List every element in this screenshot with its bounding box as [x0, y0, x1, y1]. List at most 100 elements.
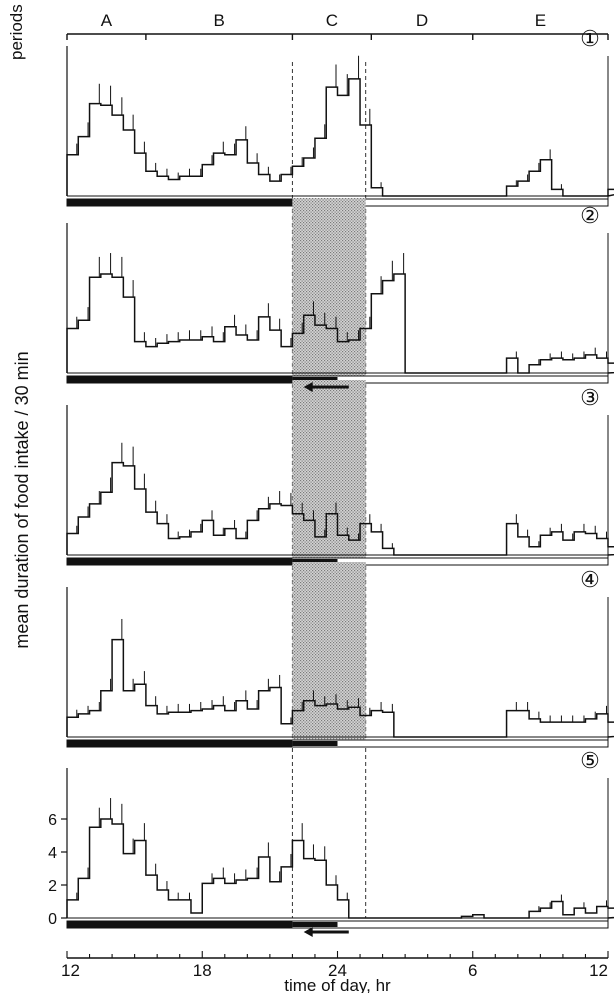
bin-bar [225, 155, 236, 196]
bin-bar [597, 906, 608, 918]
bin-bar [540, 535, 551, 555]
bin-bar [146, 347, 157, 373]
bin-bar [123, 130, 134, 196]
bin-bar [349, 540, 360, 555]
bin-bar [67, 328, 78, 373]
bin-bar [123, 466, 134, 555]
bin-bar [157, 524, 168, 555]
bin-bar [597, 714, 608, 737]
bin-bar [338, 535, 349, 555]
bin-bar [236, 335, 247, 373]
bin-bar [552, 358, 563, 373]
bin-bar [259, 509, 270, 555]
bin-bar [507, 186, 518, 196]
bin-bar [563, 540, 574, 555]
bin-bar [67, 155, 78, 196]
bin-bar [135, 684, 146, 737]
dark-bar [67, 199, 293, 206]
bin-bar [507, 524, 518, 555]
panel-1: ① [66, 26, 614, 207]
x-tick-label: 6 [468, 961, 477, 980]
bin-bar [563, 360, 574, 373]
panel-number-label: ⑤ [580, 748, 600, 773]
bin-bar [597, 358, 608, 373]
bin-bar [540, 360, 551, 373]
bin-bar [247, 163, 258, 196]
bin-bar [383, 281, 394, 373]
bin-bar [518, 181, 529, 196]
period-label-B: B [213, 11, 224, 30]
bin-bar [191, 532, 202, 555]
bin-bar [202, 165, 213, 196]
bin-bar [247, 520, 258, 555]
bin-bar [112, 115, 123, 196]
bin-bar [180, 176, 191, 196]
bin-bar [315, 706, 326, 737]
bin-bar [112, 824, 123, 918]
bin-bar [101, 274, 112, 373]
bin-bar [371, 294, 382, 373]
bin-bar [326, 704, 337, 737]
bin-bar [214, 342, 225, 373]
bin-bar [78, 714, 89, 737]
bin-bar [371, 188, 382, 196]
bin-bar [608, 363, 614, 373]
bin-bar [507, 711, 518, 737]
bin-bar [225, 529, 236, 555]
bin-bar [281, 506, 292, 556]
bin-bar [259, 857, 270, 918]
bin-bar [304, 520, 315, 555]
bin-bar [326, 87, 337, 196]
bin-bar [78, 320, 89, 373]
bin-bar [349, 79, 360, 196]
bin-bar [146, 706, 157, 737]
bin-bar [214, 535, 225, 555]
panel-3: ③ [66, 380, 614, 566]
bin-bar [304, 158, 315, 196]
bin-bar [180, 712, 191, 737]
panel-5: ⑤ [66, 748, 614, 929]
bin-bar [90, 504, 101, 555]
bin-bar [191, 176, 202, 196]
bin-bar [259, 317, 270, 373]
bin-bar [202, 883, 213, 918]
bin-bar [360, 716, 371, 737]
bin-bar [585, 719, 596, 737]
bin-bar [90, 104, 101, 196]
bin-bar [292, 711, 303, 737]
bin-bar [529, 911, 540, 918]
bin-bar [540, 160, 551, 196]
bin-bar [574, 722, 585, 737]
bin-bar [191, 913, 202, 918]
bin-bar [247, 709, 258, 737]
bin-bar [168, 900, 179, 918]
bin-bar [383, 712, 394, 737]
bin-bar [597, 539, 608, 556]
bin-bar [315, 860, 326, 918]
bin-bar [529, 547, 540, 555]
bin-bar [67, 900, 78, 918]
bin-bar [552, 722, 563, 737]
bin-bar [101, 691, 112, 737]
bin-bar [78, 517, 89, 555]
bin-bar [574, 358, 585, 373]
bin-bar [202, 520, 213, 555]
bin-bar [585, 913, 596, 918]
x-tick-label: 18 [193, 961, 212, 980]
shaded-interval [292, 380, 366, 562]
bin-bar [552, 189, 563, 196]
period-label-E: E [535, 11, 546, 30]
y-axis-label: mean duration of food intake / 30 min [12, 351, 32, 648]
bin-bar [214, 706, 225, 737]
period-label-A: A [101, 11, 113, 30]
bin-bar [123, 297, 134, 373]
dark-bar [67, 921, 293, 928]
bin-bar [135, 342, 146, 373]
bin-bar [360, 125, 371, 196]
bin-bar [67, 534, 78, 555]
bin-bar [371, 711, 382, 737]
bin-bar [259, 691, 270, 737]
bin-bar [326, 885, 337, 918]
bin-bar [304, 315, 315, 373]
